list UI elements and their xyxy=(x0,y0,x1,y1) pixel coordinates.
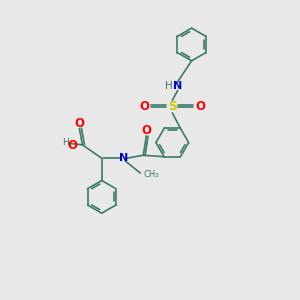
Text: H: H xyxy=(62,138,69,147)
Text: N: N xyxy=(173,81,182,91)
Text: O: O xyxy=(74,117,84,130)
Text: N: N xyxy=(119,153,129,163)
Text: CH₃: CH₃ xyxy=(143,170,159,179)
Text: O: O xyxy=(195,100,205,112)
Text: O: O xyxy=(141,124,151,137)
Text: H: H xyxy=(165,81,172,91)
Text: O: O xyxy=(140,100,150,112)
Text: O: O xyxy=(68,139,78,152)
Text: S: S xyxy=(168,100,177,113)
